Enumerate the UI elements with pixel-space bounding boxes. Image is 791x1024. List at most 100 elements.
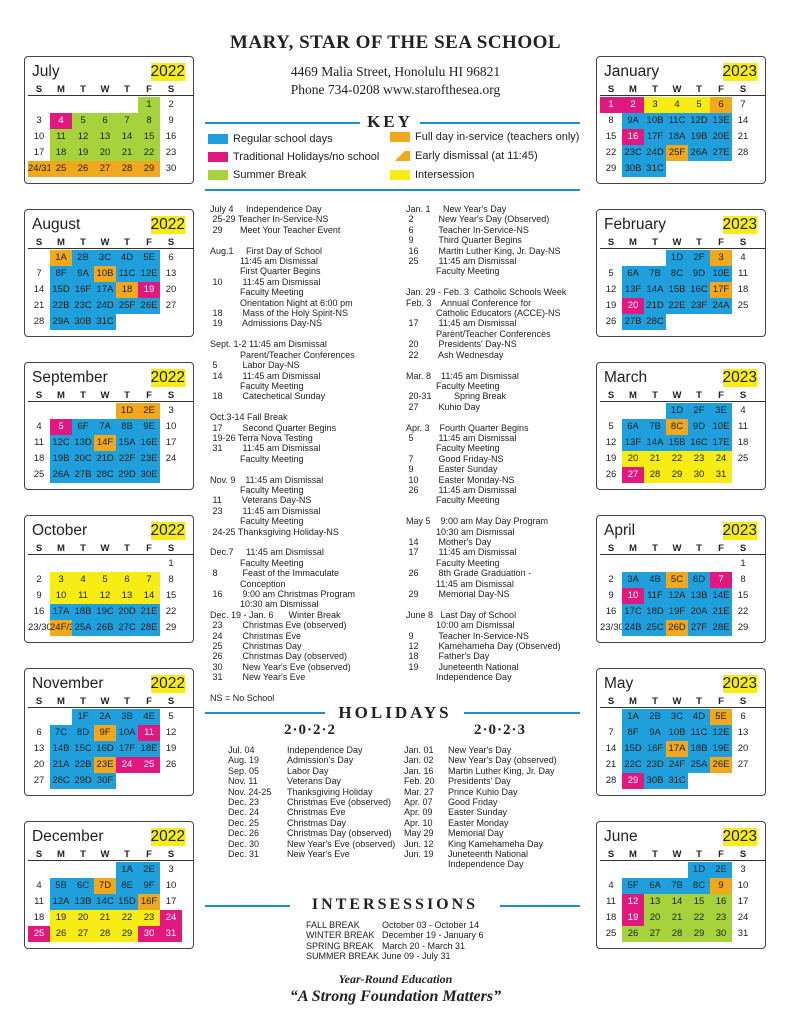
day-cell: 15 [737,590,749,601]
weekday-label: W [100,237,110,248]
weekday-label: W [100,390,110,401]
day-cell: 21A [50,757,72,773]
empty-day [710,556,732,572]
day-cell: 1D [666,250,688,266]
month-year: 2022 [150,522,185,540]
day-cell: 11 [34,896,44,907]
weekday-label: F [718,696,724,707]
day-cell: 13B [688,588,710,604]
empty-day [50,97,72,113]
day-cell: 26 [622,926,644,942]
weekday-label: S [607,390,615,401]
empty-day [50,403,72,419]
day-cell: 26E [138,298,160,314]
day-cell: 7 [710,572,732,588]
day-cell: 14C [94,894,116,910]
weekday-label: W [672,696,682,707]
key-holiday: Traditional Holidays/no school [208,151,379,163]
day-cell: 22 [138,145,160,161]
day-cell: 7B [666,878,688,894]
day-cell: 13F [622,435,644,451]
day-cell: 30 [138,926,160,942]
month-year: 2023 [722,63,757,81]
day-cell: 24 [710,451,732,467]
day-cell: 13F [622,282,644,298]
month-calendar-march: March 2023 S M T W T F S 1D 2F 3E 4 5 6A 7B 8C 9D 10E 11 12 1… [596,362,766,490]
day-cell: 19F [666,604,688,620]
day-cell: 26 [72,161,94,177]
day-cell: 7 [36,268,42,279]
weekday-label: T [652,849,658,860]
key-regular: Regular school days [208,133,333,145]
day-cell: 21 [605,759,617,770]
intersessions-dates: October 03 - October 14 December 19 - Ja… [382,920,484,962]
day-cell: 18 [737,284,749,295]
weekday-label: W [672,237,682,248]
day-cell: 20 [165,284,177,295]
day-cell: 17A [94,282,116,298]
weekday-label: F [146,696,152,707]
month-name: September [32,369,108,386]
day-cell: 9F [138,878,160,894]
day-cell: 6C [72,878,94,894]
month-header: August 2022 [25,210,193,236]
day-cell: 27 [622,467,644,483]
key-swatch [390,170,410,180]
day-cell: 20D [116,604,138,620]
day-cell: 28 [666,926,688,942]
day-cell: 29 [116,926,138,942]
day-cell: 28 [737,147,749,158]
day-cell: 2 [36,574,42,585]
day-cell: 25 [28,926,50,942]
day-cell: 1D [688,862,710,878]
day-cell: 12A [50,894,72,910]
day-cell: 6 [168,252,174,263]
weekday-label: T [80,696,86,707]
day-cell: 28 [33,316,45,327]
month-header: March 2023 [597,363,765,389]
day-cell: 24F [666,757,688,773]
day-cell: 25 [138,757,160,773]
month-name: January [604,63,660,80]
day-cell: 10 [165,421,177,432]
day-cell: 23 [710,910,732,926]
empty-day [28,403,50,419]
empty-day [116,97,138,113]
empty-day [644,862,666,878]
day-cell: 26 [605,316,617,327]
day-cell: 22 [165,606,177,617]
key-intersession: Intersession [390,169,474,181]
day-cell: 12 [94,588,116,604]
day-cell: 29 [138,161,160,177]
empty-day [644,250,666,266]
day-cell: 7D [94,878,116,894]
day-cell: 27 [72,926,94,942]
day-cell: 3A [622,572,644,588]
day-cell: 14 [33,284,45,295]
day-cell: 3 [36,115,42,126]
day-cell: 30B [622,161,644,177]
day-cell: 22C [622,757,644,773]
day-cell: 25 [737,453,749,464]
weekday-label: M [57,849,65,860]
day-cell: 16F [138,894,160,910]
day-cell: 4B [644,572,666,588]
day-cell: 26 [50,926,72,942]
weekday-label: S [35,543,43,554]
day-cell: 8F [622,725,644,741]
weekday-label: T [696,237,702,248]
day-cell: 17 [165,437,177,448]
weekday-label: M [629,84,637,95]
day-cell: 27 [737,759,749,770]
day-cell: 20 [72,910,94,926]
day-cell: 21 [737,131,749,142]
weekday-label: T [696,543,702,554]
day-cell: 26B [94,620,116,636]
day-cell: 8 [740,574,746,585]
weekday-label: F [146,237,152,248]
day-cell: 7 [138,572,160,588]
day-cell: 14 [116,129,138,145]
day-cell: 8F [50,266,72,282]
month-year: 2023 [722,369,757,387]
